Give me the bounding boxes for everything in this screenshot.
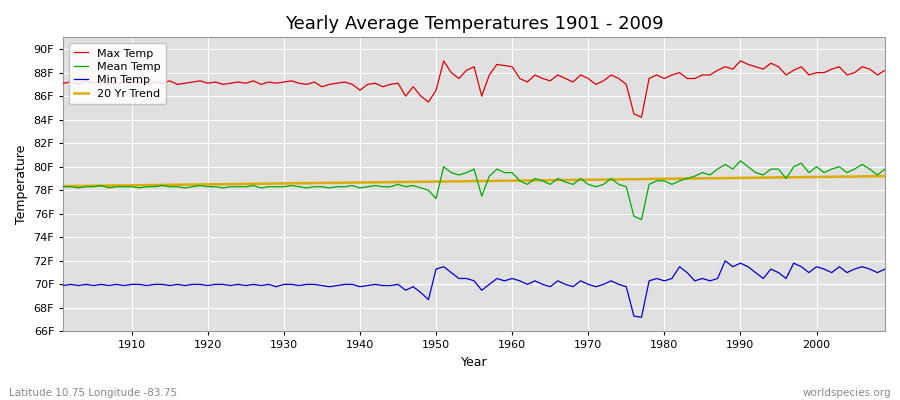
Line: Mean Temp: Mean Temp xyxy=(63,161,885,220)
Mean Temp xyxy=(119,184,130,189)
Y-axis label: Temperature: Temperature xyxy=(15,145,28,224)
Max Temp xyxy=(636,115,647,120)
Min Temp xyxy=(119,283,130,288)
Min Temp xyxy=(500,278,510,283)
Min Temp xyxy=(507,276,517,281)
Mean Temp xyxy=(500,170,510,175)
Min Temp xyxy=(879,267,890,272)
Max Temp xyxy=(879,68,890,73)
Line: Max Temp: Max Temp xyxy=(63,61,885,117)
Line: Min Temp: Min Temp xyxy=(63,261,885,317)
Mean Temp xyxy=(507,170,517,175)
Min Temp xyxy=(286,282,297,287)
Text: Latitude 10.75 Longitude -83.75: Latitude 10.75 Longitude -83.75 xyxy=(9,388,177,398)
Max Temp xyxy=(606,72,616,77)
Max Temp xyxy=(332,81,343,86)
Max Temp xyxy=(515,76,526,81)
Mean Temp xyxy=(332,184,343,189)
Text: worldspecies.org: worldspecies.org xyxy=(803,388,891,398)
Mean Temp xyxy=(879,167,890,172)
Max Temp xyxy=(119,80,130,84)
X-axis label: Year: Year xyxy=(461,356,488,369)
Min Temp xyxy=(720,258,731,263)
Max Temp xyxy=(58,81,68,86)
Mean Temp xyxy=(636,217,647,222)
Max Temp xyxy=(438,58,449,63)
Min Temp xyxy=(332,283,343,288)
Legend: Max Temp, Mean Temp, Min Temp, 20 Yr Trend: Max Temp, Mean Temp, Min Temp, 20 Yr Tre… xyxy=(68,43,166,104)
Max Temp xyxy=(286,78,297,83)
Min Temp xyxy=(58,283,68,288)
Mean Temp xyxy=(286,183,297,188)
Min Temp xyxy=(598,282,609,287)
Title: Yearly Average Temperatures 1901 - 2009: Yearly Average Temperatures 1901 - 2009 xyxy=(284,15,663,33)
Min Temp xyxy=(636,315,647,320)
Mean Temp xyxy=(58,184,68,189)
Max Temp xyxy=(507,64,517,69)
Mean Temp xyxy=(598,182,609,187)
Mean Temp xyxy=(735,158,746,163)
